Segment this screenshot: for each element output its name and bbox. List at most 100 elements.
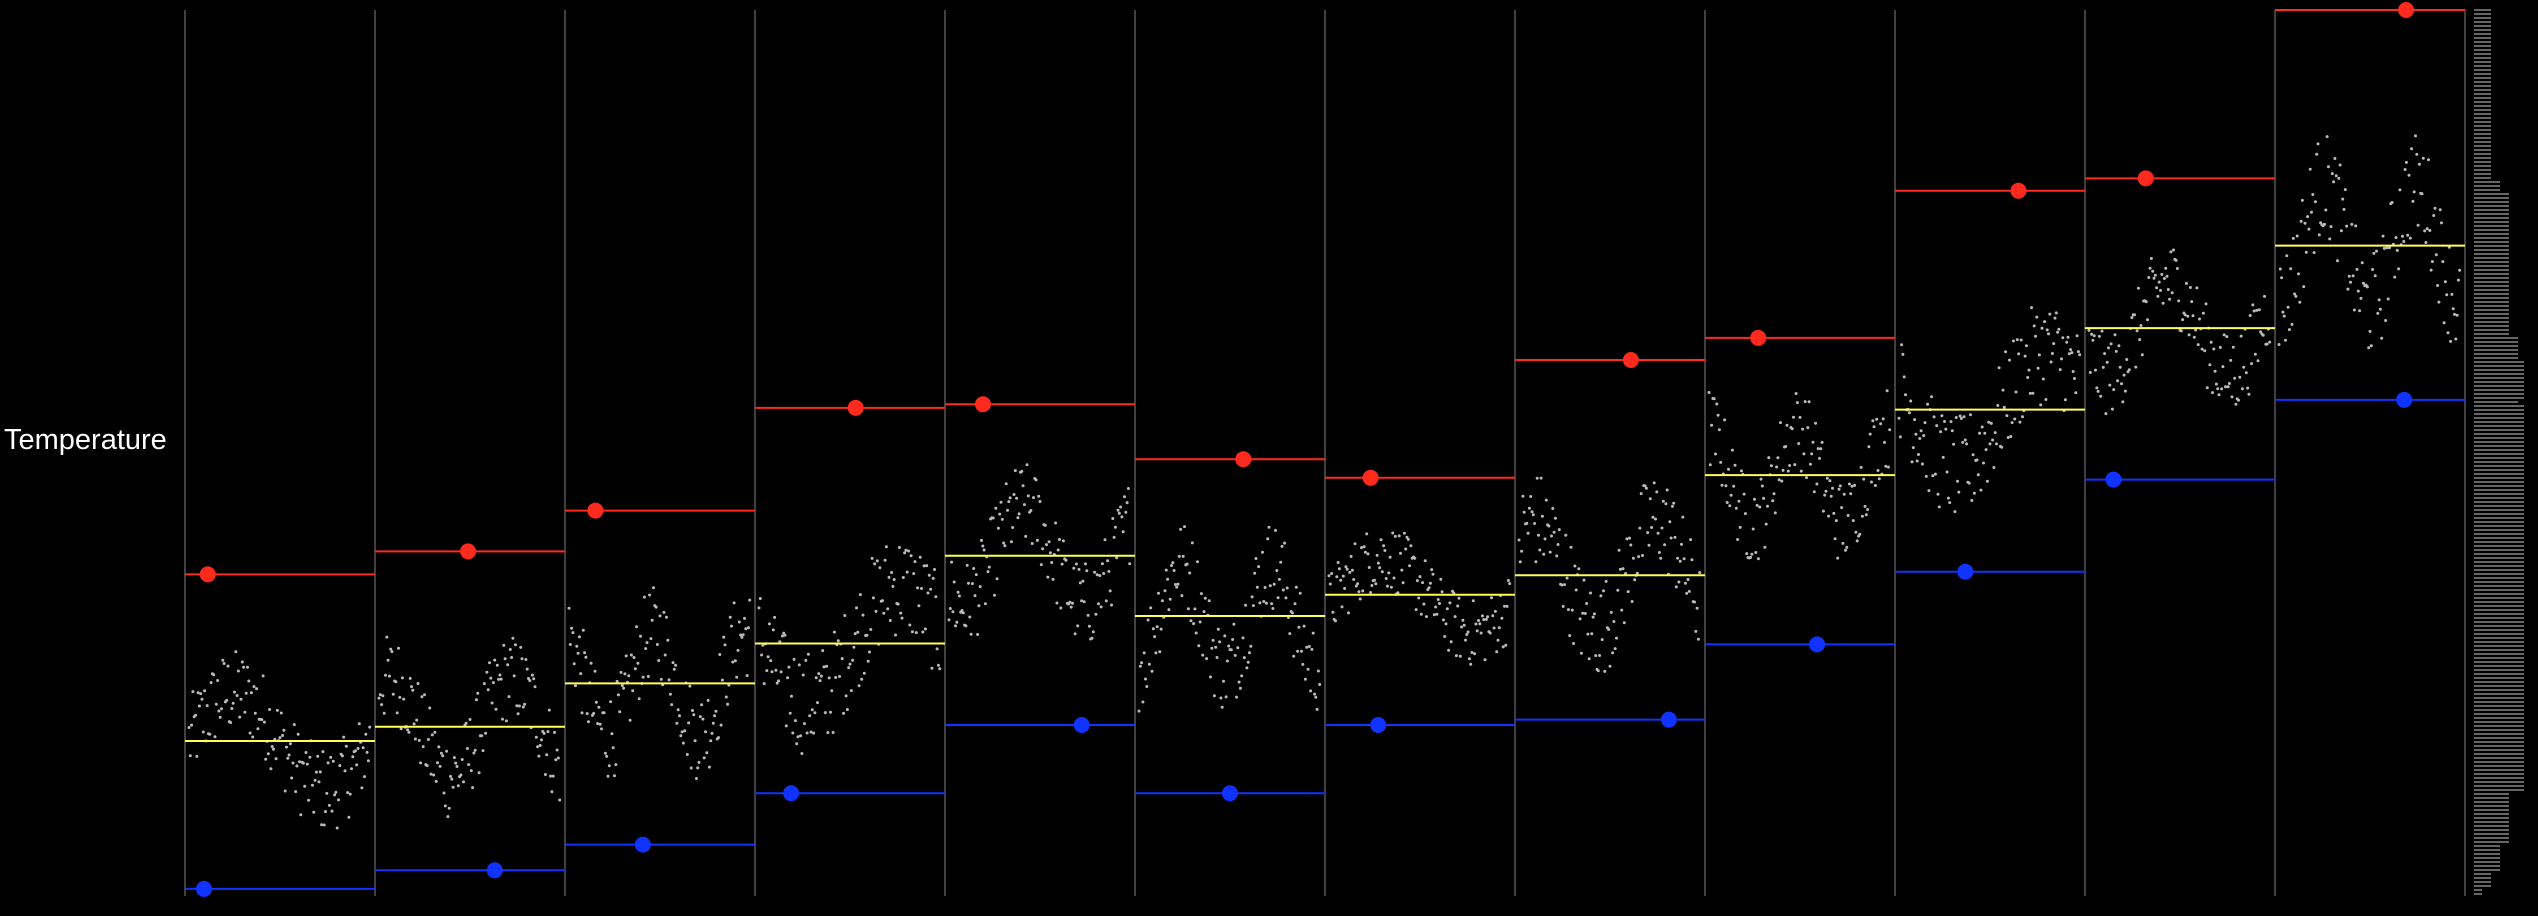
data-point	[1138, 664, 1142, 668]
data-point	[2200, 347, 2204, 351]
data-point	[814, 676, 818, 680]
data-point	[570, 626, 574, 630]
data-point	[268, 708, 272, 711]
data-point	[2295, 234, 2299, 238]
data-point	[972, 567, 976, 570]
data-point	[994, 506, 998, 510]
data-point	[1439, 577, 1443, 581]
data-point	[1316, 669, 1320, 673]
data-point	[2337, 176, 2341, 180]
data-point	[301, 761, 305, 765]
data-point	[1154, 651, 1158, 655]
data-point	[434, 779, 438, 783]
data-point	[521, 705, 525, 709]
data-point	[2345, 224, 2349, 228]
data-point	[1845, 545, 1849, 549]
data-point	[2030, 306, 2034, 310]
data-point	[1918, 437, 1922, 440]
data-point	[596, 722, 600, 726]
data-point	[1242, 656, 1246, 660]
max-marker	[1622, 351, 1639, 368]
data-point	[2329, 225, 2333, 229]
data-point	[411, 688, 415, 692]
data-point	[2368, 329, 2372, 333]
data-point	[410, 685, 413, 689]
data-point	[1971, 453, 1975, 457]
data-point	[1565, 576, 1569, 580]
data-point	[1301, 662, 1305, 666]
data-point	[330, 809, 334, 813]
data-point	[382, 711, 386, 715]
data-point	[1220, 705, 1224, 709]
data-point	[1846, 514, 1850, 517]
data-point	[2133, 313, 2136, 317]
data-point	[1263, 586, 1267, 589]
data-point	[334, 790, 338, 794]
data-point	[248, 731, 252, 735]
data-point	[1611, 651, 1615, 655]
data-point	[503, 657, 507, 661]
data-point	[2121, 400, 2125, 404]
data-point	[1341, 574, 1345, 578]
data-point	[1696, 637, 1700, 641]
data-point	[320, 823, 324, 827]
data-point	[238, 715, 242, 719]
data-point	[868, 650, 871, 654]
data-point	[978, 585, 982, 589]
data-point	[1521, 494, 1525, 498]
data-point	[247, 679, 251, 683]
data-point	[2316, 142, 2320, 146]
data-point	[925, 564, 929, 568]
data-point	[1858, 532, 1862, 536]
data-point	[2028, 391, 2032, 395]
data-point	[2179, 329, 2183, 333]
data-point	[555, 748, 559, 752]
data-point	[205, 704, 209, 708]
data-point	[2421, 156, 2425, 160]
data-point	[1404, 547, 1408, 551]
data-point	[887, 575, 891, 579]
data-point	[1814, 421, 1818, 425]
data-point	[1904, 393, 1907, 397]
data-point	[2388, 246, 2391, 250]
data-point	[1401, 581, 1405, 585]
data-point	[1449, 640, 1453, 644]
data-point	[256, 727, 260, 731]
data-point	[1244, 603, 1248, 607]
data-point	[1707, 391, 1711, 394]
data-point	[1535, 476, 1539, 480]
min-marker	[1073, 717, 1090, 734]
data-point	[1749, 555, 1753, 559]
data-point	[780, 634, 784, 638]
data-point	[482, 682, 486, 686]
data-point	[1402, 531, 1406, 535]
data-point	[243, 710, 247, 714]
data-point	[2252, 309, 2256, 313]
data-point	[810, 708, 814, 712]
data-point	[1477, 619, 1480, 622]
data-point	[229, 721, 233, 724]
data-point	[2290, 322, 2294, 326]
data-point	[2110, 407, 2114, 411]
data-point	[1764, 522, 1768, 526]
data-point	[1466, 630, 1470, 634]
data-point	[406, 728, 410, 732]
data-point	[2222, 333, 2226, 337]
data-point	[2404, 160, 2408, 164]
data-point	[2239, 334, 2243, 338]
data-point	[1760, 484, 1764, 488]
data-point	[2122, 373, 2126, 377]
data-point	[2343, 188, 2347, 192]
data-point	[1816, 447, 1820, 451]
data-point	[797, 663, 801, 667]
data-point	[2120, 382, 2123, 386]
data-point	[412, 722, 416, 726]
data-point	[311, 783, 314, 787]
data-point	[726, 702, 730, 706]
data-point	[519, 645, 523, 649]
data-point	[1832, 511, 1836, 515]
data-point	[1181, 554, 1185, 558]
data-point	[1340, 605, 1344, 609]
data-point	[1717, 428, 1721, 432]
data-point	[1159, 627, 1163, 631]
